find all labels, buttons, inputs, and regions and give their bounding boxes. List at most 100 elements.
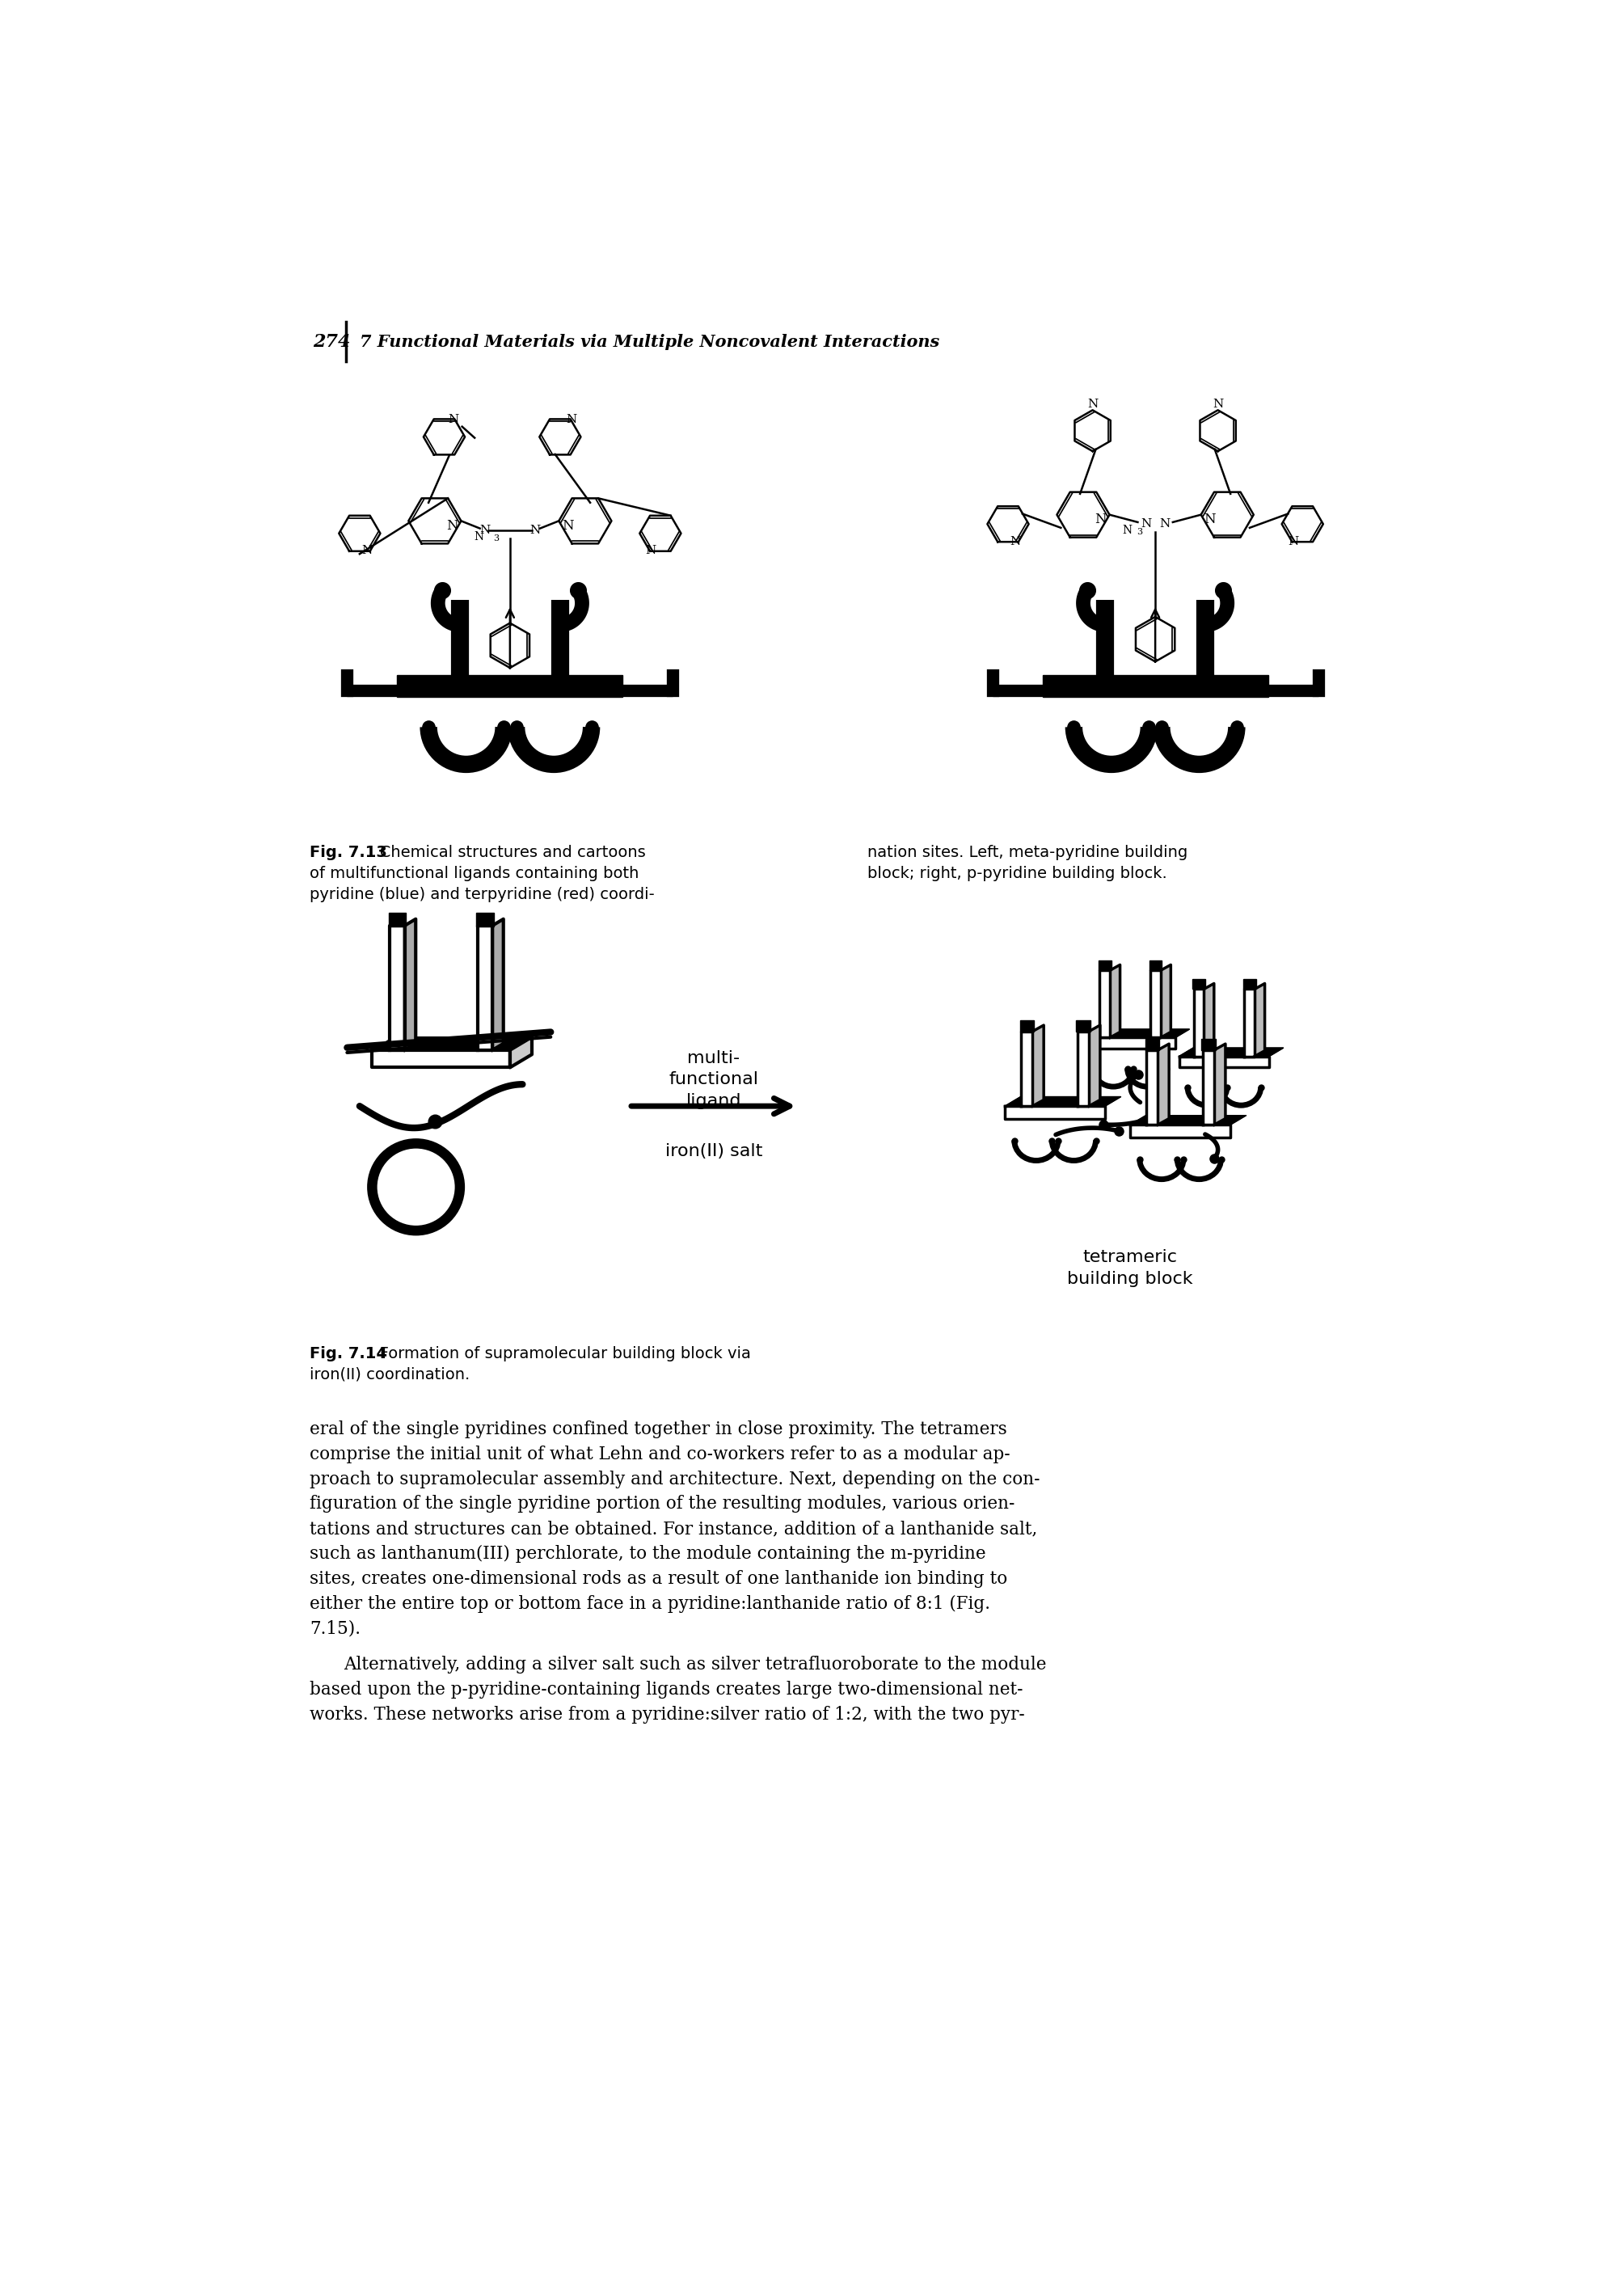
- Point: [565, 573, 591, 610]
- Polygon shape: [1147, 1050, 1158, 1125]
- Text: either the entire top or bottom face in a pyridine:lanthanide ratio of 8:1 (Fig.: either the entire top or bottom face in …: [310, 1595, 991, 1614]
- Text: N: N: [1160, 518, 1169, 529]
- Polygon shape: [372, 1036, 533, 1050]
- Polygon shape: [1150, 970, 1161, 1038]
- Text: 3: 3: [494, 534, 499, 543]
- Bar: [1145, 1038, 1160, 1050]
- Text: N: N: [362, 545, 372, 557]
- Polygon shape: [1179, 1057, 1270, 1068]
- Bar: [1077, 1020, 1090, 1031]
- Bar: [1098, 960, 1111, 970]
- Bar: [1043, 674, 1268, 697]
- Polygon shape: [1005, 1098, 1121, 1107]
- Text: multi-
functional
ligand: multi- functional ligand: [669, 1050, 758, 1109]
- Polygon shape: [1085, 1029, 1189, 1038]
- Text: Chemical structures and cartoons: Chemical structures and cartoons: [365, 846, 646, 860]
- Text: block; right, p-pyridine building block.: block; right, p-pyridine building block.: [867, 866, 1166, 880]
- Point: [1210, 573, 1236, 610]
- Point: [578, 708, 604, 745]
- Polygon shape: [390, 926, 404, 1050]
- Text: N: N: [567, 415, 577, 424]
- Point: [1224, 708, 1250, 745]
- Polygon shape: [1244, 990, 1255, 1057]
- Text: 7 Functional Materials via Multiple Noncovalent Interactions: 7 Functional Materials via Multiple Nonc…: [359, 335, 939, 351]
- Point: [503, 708, 529, 745]
- Bar: [1192, 979, 1205, 990]
- Text: Fig. 7.14: Fig. 7.14: [310, 1345, 387, 1361]
- Polygon shape: [1078, 1031, 1088, 1107]
- Point: [429, 573, 455, 610]
- Text: proach to supramolecular assembly and architecture. Next, depending on the con-: proach to supramolecular assembly and ar…: [310, 1469, 1039, 1488]
- Text: tations and structures can be obtained. For instance, addition of a lanthanide s: tations and structures can be obtained. …: [310, 1520, 1038, 1538]
- Text: N: N: [646, 545, 656, 557]
- Bar: [398, 674, 622, 697]
- Point: [1137, 708, 1163, 745]
- Text: N: N: [447, 518, 458, 532]
- Text: of multifunctional ligands containing both: of multifunctional ligands containing bo…: [310, 866, 638, 880]
- Polygon shape: [1158, 1043, 1169, 1125]
- Text: comprise the initial unit of what Lehn and co-workers refer to as a modular ap-: comprise the initial unit of what Lehn a…: [310, 1446, 1010, 1462]
- Text: figuration of the single pyridine portion of the resulting modules, various orie: figuration of the single pyridine portio…: [310, 1494, 1015, 1513]
- Text: nation sites. Left, meta-pyridine building: nation sites. Left, meta-pyridine buildi…: [867, 846, 1187, 860]
- Polygon shape: [1179, 1047, 1283, 1057]
- Text: based upon the p-pyridine-containing ligands creates large two-dimensional net-: based upon the p-pyridine-containing lig…: [310, 1680, 1023, 1698]
- Polygon shape: [404, 919, 416, 1050]
- Text: N: N: [1203, 513, 1216, 527]
- Text: 274: 274: [313, 332, 351, 351]
- Polygon shape: [510, 1036, 533, 1068]
- Point: [1148, 708, 1174, 745]
- Text: N: N: [448, 415, 460, 424]
- Polygon shape: [1088, 1025, 1099, 1107]
- Text: N: N: [479, 525, 490, 536]
- Text: works. These networks arise from a pyridine:silver ratio of 1:2, with the two py: works. These networks arise from a pyrid…: [310, 1705, 1025, 1724]
- Polygon shape: [477, 926, 492, 1050]
- Point: [1075, 573, 1101, 610]
- Polygon shape: [1099, 970, 1109, 1038]
- Text: N: N: [1095, 513, 1106, 527]
- Bar: [388, 912, 406, 926]
- Polygon shape: [1161, 965, 1171, 1038]
- Text: iron(II) salt: iron(II) salt: [664, 1144, 762, 1160]
- Text: N: N: [474, 532, 484, 543]
- Bar: [1020, 1020, 1034, 1031]
- Polygon shape: [1005, 1107, 1106, 1118]
- Polygon shape: [1203, 983, 1215, 1057]
- Polygon shape: [1215, 1043, 1226, 1125]
- Text: N: N: [1122, 525, 1132, 536]
- Text: N: N: [562, 518, 573, 532]
- Text: 7.15).: 7.15).: [310, 1620, 361, 1636]
- Text: N: N: [1140, 518, 1151, 529]
- Bar: [1244, 979, 1255, 990]
- Text: N: N: [1213, 399, 1223, 410]
- Point: [490, 708, 516, 745]
- Polygon shape: [1194, 990, 1203, 1057]
- Polygon shape: [1021, 1031, 1033, 1107]
- Text: Formation of supramolecular building block via: Formation of supramolecular building blo…: [365, 1345, 750, 1361]
- Polygon shape: [1130, 1125, 1231, 1137]
- Text: such as lanthanum(III) perchlorate, to the module containing the m-pyridine: such as lanthanum(III) perchlorate, to t…: [310, 1545, 986, 1563]
- Text: N: N: [529, 525, 541, 536]
- Text: tetrameric
building block: tetrameric building block: [1067, 1249, 1194, 1286]
- Text: pyridine (blue) and terpyridine (red) coordi-: pyridine (blue) and terpyridine (red) co…: [310, 887, 654, 903]
- Text: Alternatively, adding a silver salt such as silver tetrafluoroborate to the modu: Alternatively, adding a silver salt such…: [344, 1655, 1047, 1673]
- Bar: [1202, 1038, 1215, 1050]
- Polygon shape: [1203, 1050, 1215, 1125]
- Text: iron(II) coordination.: iron(II) coordination.: [310, 1366, 469, 1382]
- Polygon shape: [1255, 983, 1265, 1057]
- Text: N: N: [1288, 536, 1299, 548]
- Text: 3: 3: [1137, 527, 1142, 536]
- Text: N: N: [1086, 399, 1098, 410]
- Text: N: N: [1010, 536, 1021, 548]
- Bar: [1150, 960, 1161, 970]
- Text: sites, creates one-dimensional rods as a result of one lanthanide ion binding to: sites, creates one-dimensional rods as a…: [310, 1570, 1007, 1588]
- Polygon shape: [492, 919, 503, 1050]
- Point: [1060, 708, 1086, 745]
- Polygon shape: [1033, 1025, 1044, 1107]
- Polygon shape: [1130, 1116, 1246, 1125]
- Text: eral of the single pyridines confined together in close proximity. The tetramers: eral of the single pyridines confined to…: [310, 1421, 1007, 1439]
- Polygon shape: [372, 1050, 510, 1068]
- Text: Fig. 7.13: Fig. 7.13: [310, 846, 387, 860]
- Point: [416, 708, 442, 745]
- Polygon shape: [1109, 965, 1121, 1038]
- Bar: [476, 912, 494, 926]
